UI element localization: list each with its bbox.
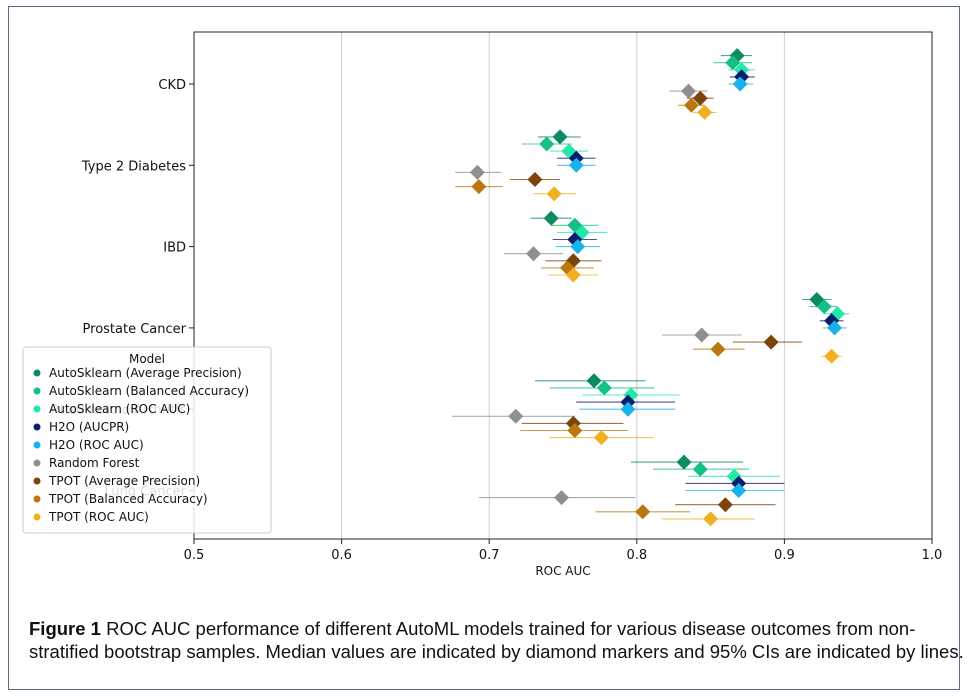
legend-label: AutoSklearn (Average Precision) <box>49 366 242 380</box>
legend-swatch <box>33 459 41 467</box>
y-tick-label: Prostate Cancer <box>83 322 187 337</box>
median-marker <box>552 129 568 145</box>
median-marker <box>725 55 741 71</box>
median-marker <box>692 461 708 477</box>
legend-label: TPOT (Average Precision) <box>48 474 200 488</box>
legend-swatch <box>33 513 41 521</box>
legend-swatch <box>33 423 41 431</box>
y-tick-label: CKD <box>158 78 186 93</box>
ci-lines <box>452 55 850 520</box>
x-axis-title: ROC AUC <box>535 564 590 578</box>
median-marker <box>697 104 713 120</box>
median-marker <box>827 320 843 336</box>
legend-label: AutoSklearn (Balanced Accuracy) <box>49 384 249 398</box>
roc-auc-chart: 0.5 0.6 0.7 0.8 0.9 1.0 CKD Type 2 Diabetes IBD… <box>22 31 943 578</box>
median-markers <box>469 48 846 527</box>
median-marker <box>703 511 719 527</box>
median-marker <box>596 380 612 396</box>
legend-label: TPOT (Balanced Accuracy) <box>48 492 208 506</box>
x-tick-label: 0.7 <box>479 548 500 563</box>
legend: Model AutoSklearn (Average Precision)Aut… <box>22 346 272 534</box>
median-marker <box>680 83 696 99</box>
legend-swatch <box>33 387 41 395</box>
median-marker <box>567 423 583 438</box>
x-tick-label: 0.8 <box>626 548 647 563</box>
median-marker <box>692 90 708 106</box>
median-marker <box>816 299 832 315</box>
legend-label: Random Forest <box>49 456 140 470</box>
median-marker <box>710 341 726 357</box>
legend-label: AutoSklearn (ROC AUC) <box>49 402 190 416</box>
plot-area <box>193 31 933 540</box>
median-marker <box>683 97 699 113</box>
median-marker <box>620 401 636 417</box>
median-marker <box>546 186 562 202</box>
legend-box <box>22 346 272 534</box>
median-marker <box>565 267 581 283</box>
x-tick-label: 1.0 <box>922 548 943 563</box>
median-marker <box>635 504 651 520</box>
figure-caption: Figure 1 ROC AUC performance of differen… <box>29 617 964 663</box>
median-marker <box>676 454 692 470</box>
legend-label: H2O (ROC AUC) <box>49 438 144 452</box>
median-marker <box>694 327 710 343</box>
median-marker <box>508 408 524 424</box>
median-marker <box>824 348 840 364</box>
median-marker <box>570 239 586 255</box>
legend-swatch <box>33 477 41 485</box>
median-marker <box>593 430 609 446</box>
caption-label: Figure 1 <box>29 618 101 639</box>
median-marker <box>539 136 555 152</box>
x-axis-ticks: 0.5 0.6 0.7 0.8 0.9 1.0 <box>184 539 943 563</box>
caption-text: ROC AUC performance of different AutoML … <box>29 618 964 662</box>
legend-swatch <box>33 369 41 377</box>
median-marker <box>763 334 779 350</box>
median-marker <box>568 157 584 173</box>
median-marker <box>543 210 559 226</box>
legend-items: AutoSklearn (Average Precision) AutoSklea… <box>33 366 249 524</box>
median-marker <box>471 179 487 195</box>
x-tick-label: 0.5 <box>184 548 205 563</box>
legend-swatch <box>33 441 41 449</box>
y-tick-label: IBD <box>163 241 186 256</box>
median-marker <box>554 490 570 506</box>
median-marker <box>717 497 733 513</box>
median-marker <box>586 373 602 389</box>
grid-lines <box>341 32 785 539</box>
legend-label: TPOT (ROC AUC) <box>48 510 149 524</box>
median-marker <box>469 164 485 180</box>
median-marker <box>731 483 747 498</box>
y-tick-label: Type 2 Diabetes <box>81 159 186 174</box>
median-marker <box>527 172 543 187</box>
legend-label: H2O (AUCPR) <box>49 420 129 434</box>
median-marker <box>732 76 748 92</box>
legend-swatch <box>33 495 41 503</box>
x-tick-label: 0.6 <box>331 548 352 563</box>
legend-swatch <box>33 405 41 413</box>
x-tick-label: 0.9 <box>774 548 795 563</box>
figure-frame: 0.5 0.6 0.7 0.8 0.9 1.0 CKD Type 2 Diabetes IBD… <box>8 6 964 690</box>
median-marker <box>525 246 541 262</box>
legend-title: Model <box>129 352 165 366</box>
